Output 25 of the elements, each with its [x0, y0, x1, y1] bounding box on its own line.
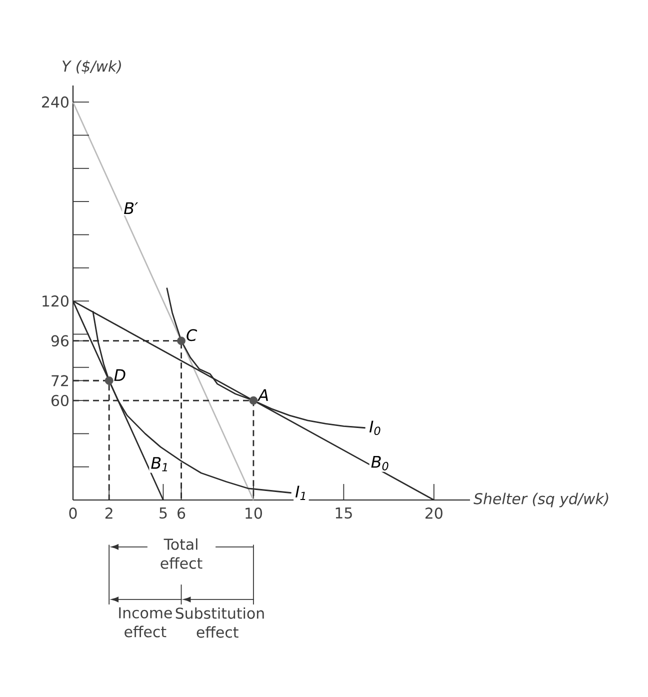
y-tick-label: 72	[52, 375, 68, 386]
x-tick-label: 20	[426, 508, 442, 519]
y-tick-label: 96	[51, 335, 69, 346]
text: Total effect	[160, 538, 202, 569]
annotation: A	[257, 389, 268, 401]
x-tick-label: 2	[105, 508, 112, 519]
x-tick-label: 15	[336, 508, 352, 519]
annotation: B′	[124, 202, 138, 214]
annotation: B$_{0}$	[371, 456, 388, 470]
y-axis-title: Y ($/wk)	[62, 60, 121, 74]
annotation: I$_{1}$	[295, 486, 306, 500]
annotation: B$_{1}$	[151, 457, 168, 472]
y-tick-label: 240	[42, 96, 68, 108]
x-tick-label: 10	[246, 508, 262, 519]
text: Substitution effect	[176, 607, 264, 638]
x-tick-label: 5	[160, 508, 167, 519]
y-tick-label: 60	[52, 394, 68, 406]
x-axis-title: Shelter (sq yd/wk)	[474, 492, 608, 508]
annotation: D	[114, 369, 126, 381]
y-tick-label: 120	[42, 295, 68, 307]
annotation: I$_{0}$	[369, 420, 380, 436]
annotation: C	[186, 329, 198, 342]
text: Income effect	[119, 607, 172, 638]
x-tick-label: 0	[69, 508, 77, 519]
x-tick-label: 6	[178, 508, 186, 519]
